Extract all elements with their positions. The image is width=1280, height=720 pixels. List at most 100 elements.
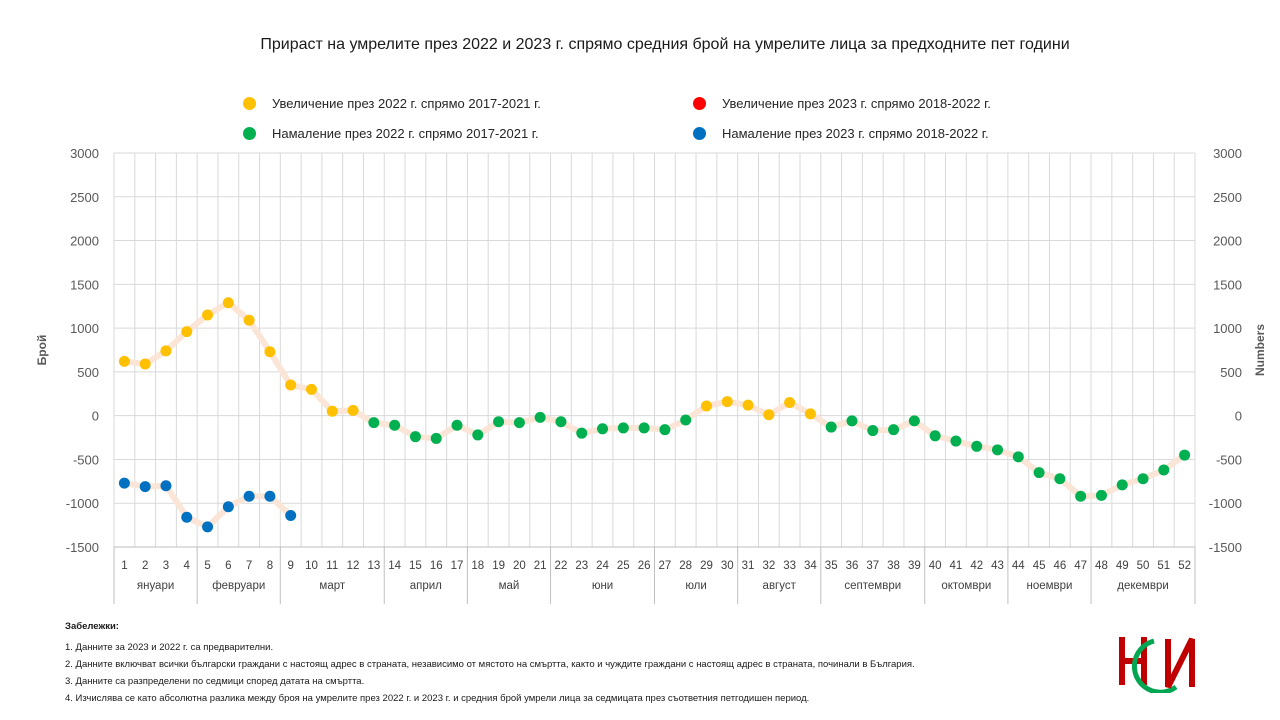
data-point-2022 (243, 314, 255, 326)
note-item: 4. Изчислява се като абсолютна разлика м… (65, 693, 810, 704)
data-point-2023 (264, 490, 276, 502)
legend-marker (693, 97, 706, 110)
y-tick-label-left: -500 (73, 452, 99, 467)
data-point-2022 (680, 414, 692, 426)
data-point-2022 (1116, 479, 1128, 491)
x-tick-label: 51 (1157, 560, 1170, 572)
data-point-2022 (992, 444, 1004, 456)
data-point-2022 (181, 326, 193, 338)
x-tick-label: 14 (388, 560, 401, 572)
x-axis: 1 2 3 4 5 6 7 8 9 10 11 12 13 14 15 16 17 18 19 20 21 22 23 24 2… (113, 546, 1196, 604)
data-point-2022 (555, 416, 567, 428)
legend-label: Увеличение през 2023 г. спрямо 2018-2022… (722, 96, 991, 111)
x-tick-label: 23 (575, 560, 588, 572)
data-point-2022 (950, 435, 962, 447)
y-axis-label-right: Numbers (1253, 324, 1267, 376)
data-point-2022 (1033, 467, 1045, 479)
month-label: август (763, 580, 797, 592)
y-axis-right: 3000 2500 2000 1500 1000 500 0 -500 -1000 -1500 (1209, 146, 1242, 555)
series-points (118, 297, 1191, 533)
x-tick-label: 32 (762, 560, 775, 572)
data-point-2022 (742, 399, 754, 411)
data-point-2022 (409, 431, 421, 443)
y-tick-label-right: 1000 (1213, 321, 1242, 336)
logo-letter-s (1131, 638, 1178, 693)
data-point-2022 (804, 408, 816, 420)
month-label: май (499, 580, 520, 592)
x-tick-label: 36 (846, 560, 859, 572)
data-point-2022 (721, 396, 733, 408)
y-tick-label-left: -1000 (66, 496, 99, 511)
x-tick-label: 39 (908, 560, 921, 572)
x-tick-label: 47 (1074, 560, 1087, 572)
y-axis-left: 3000 2500 2000 1500 1000 500 0 -500 -1000 -1500 (66, 146, 99, 555)
x-tick-label: 50 (1137, 560, 1150, 572)
x-tick-label: 18 (471, 560, 484, 572)
x-tick-label: 9 (287, 560, 293, 572)
data-point-2023 (181, 511, 193, 523)
notes: Забележки: 1. Данните за 2023 и 2022 г. … (65, 618, 915, 707)
x-tick-label: 41 (950, 560, 963, 572)
data-point-2023 (222, 501, 234, 513)
x-tick-label: 38 (887, 560, 900, 572)
y-tick-label-left: 0 (92, 409, 99, 424)
data-point-2022 (1095, 489, 1107, 501)
month-label: февруари (212, 580, 265, 592)
y-tick-label-right: 2000 (1213, 234, 1242, 249)
data-point-2022 (264, 346, 276, 358)
data-point-2022 (389, 419, 401, 431)
data-point-2023 (160, 480, 172, 492)
x-tick-label: 2 (142, 560, 148, 572)
y-tick-label-right: 2500 (1213, 190, 1242, 205)
month-label: ноември (1026, 580, 1072, 592)
x-tick-label: 24 (596, 560, 609, 572)
x-tick-label: 26 (638, 560, 651, 572)
x-tick-label: 17 (451, 560, 464, 572)
data-point-2022 (846, 415, 858, 427)
x-tick-label: 8 (267, 560, 273, 572)
y-tick-label-right: 0 (1235, 409, 1242, 424)
y-tick-label-left: 2000 (70, 234, 99, 249)
y-tick-label-left: -1500 (66, 540, 99, 555)
data-point-2022 (326, 405, 338, 417)
x-tick-label: 10 (305, 560, 318, 572)
data-point-2022 (1137, 473, 1149, 485)
y-tick-label-right: -500 (1216, 452, 1242, 467)
x-tick-label: 1 (121, 560, 127, 572)
data-point-2022 (368, 417, 380, 429)
x-tick-label: 44 (1012, 560, 1025, 572)
legend-item-increase-2023: Увеличение през 2023 г. спрямо 2018-2022… (693, 96, 991, 111)
data-point-2023 (285, 509, 297, 521)
data-point-2023 (118, 477, 130, 489)
legend-item-decrease-2023: Намаление през 2023 г. спрямо 2018-2022 … (693, 126, 989, 141)
y-tick-label-right: 3000 (1213, 146, 1242, 161)
month-label: април (410, 580, 442, 592)
data-point-2022 (305, 383, 317, 395)
data-point-2022 (472, 429, 484, 441)
data-point-2022 (659, 424, 671, 436)
data-point-2022 (1158, 464, 1170, 476)
y-tick-label-right: 500 (1220, 365, 1242, 380)
data-point-2022 (1012, 451, 1024, 463)
x-tick-label: 25 (617, 560, 630, 572)
data-point-2022 (763, 409, 775, 421)
data-point-2022 (1075, 490, 1087, 502)
data-point-2022 (451, 419, 463, 431)
x-tick-label: 33 (783, 560, 796, 572)
data-point-2023 (243, 490, 255, 502)
data-point-2022 (202, 309, 214, 321)
data-point-2022 (430, 432, 442, 444)
month-label: юни (592, 580, 613, 592)
x-tick-label: 19 (492, 560, 505, 572)
data-point-2022 (908, 415, 920, 427)
month-label: октомври (941, 580, 991, 592)
data-point-2022 (493, 416, 505, 428)
data-point-2022 (160, 345, 172, 357)
legend-label: Намаление през 2023 г. спрямо 2018-2022 … (722, 126, 989, 141)
x-tick-label: 37 (866, 560, 879, 572)
month-label: септември (844, 580, 901, 592)
x-tick-label: 31 (742, 560, 755, 572)
gridlines (113, 152, 1196, 548)
x-tick-label: 46 (1053, 560, 1066, 572)
